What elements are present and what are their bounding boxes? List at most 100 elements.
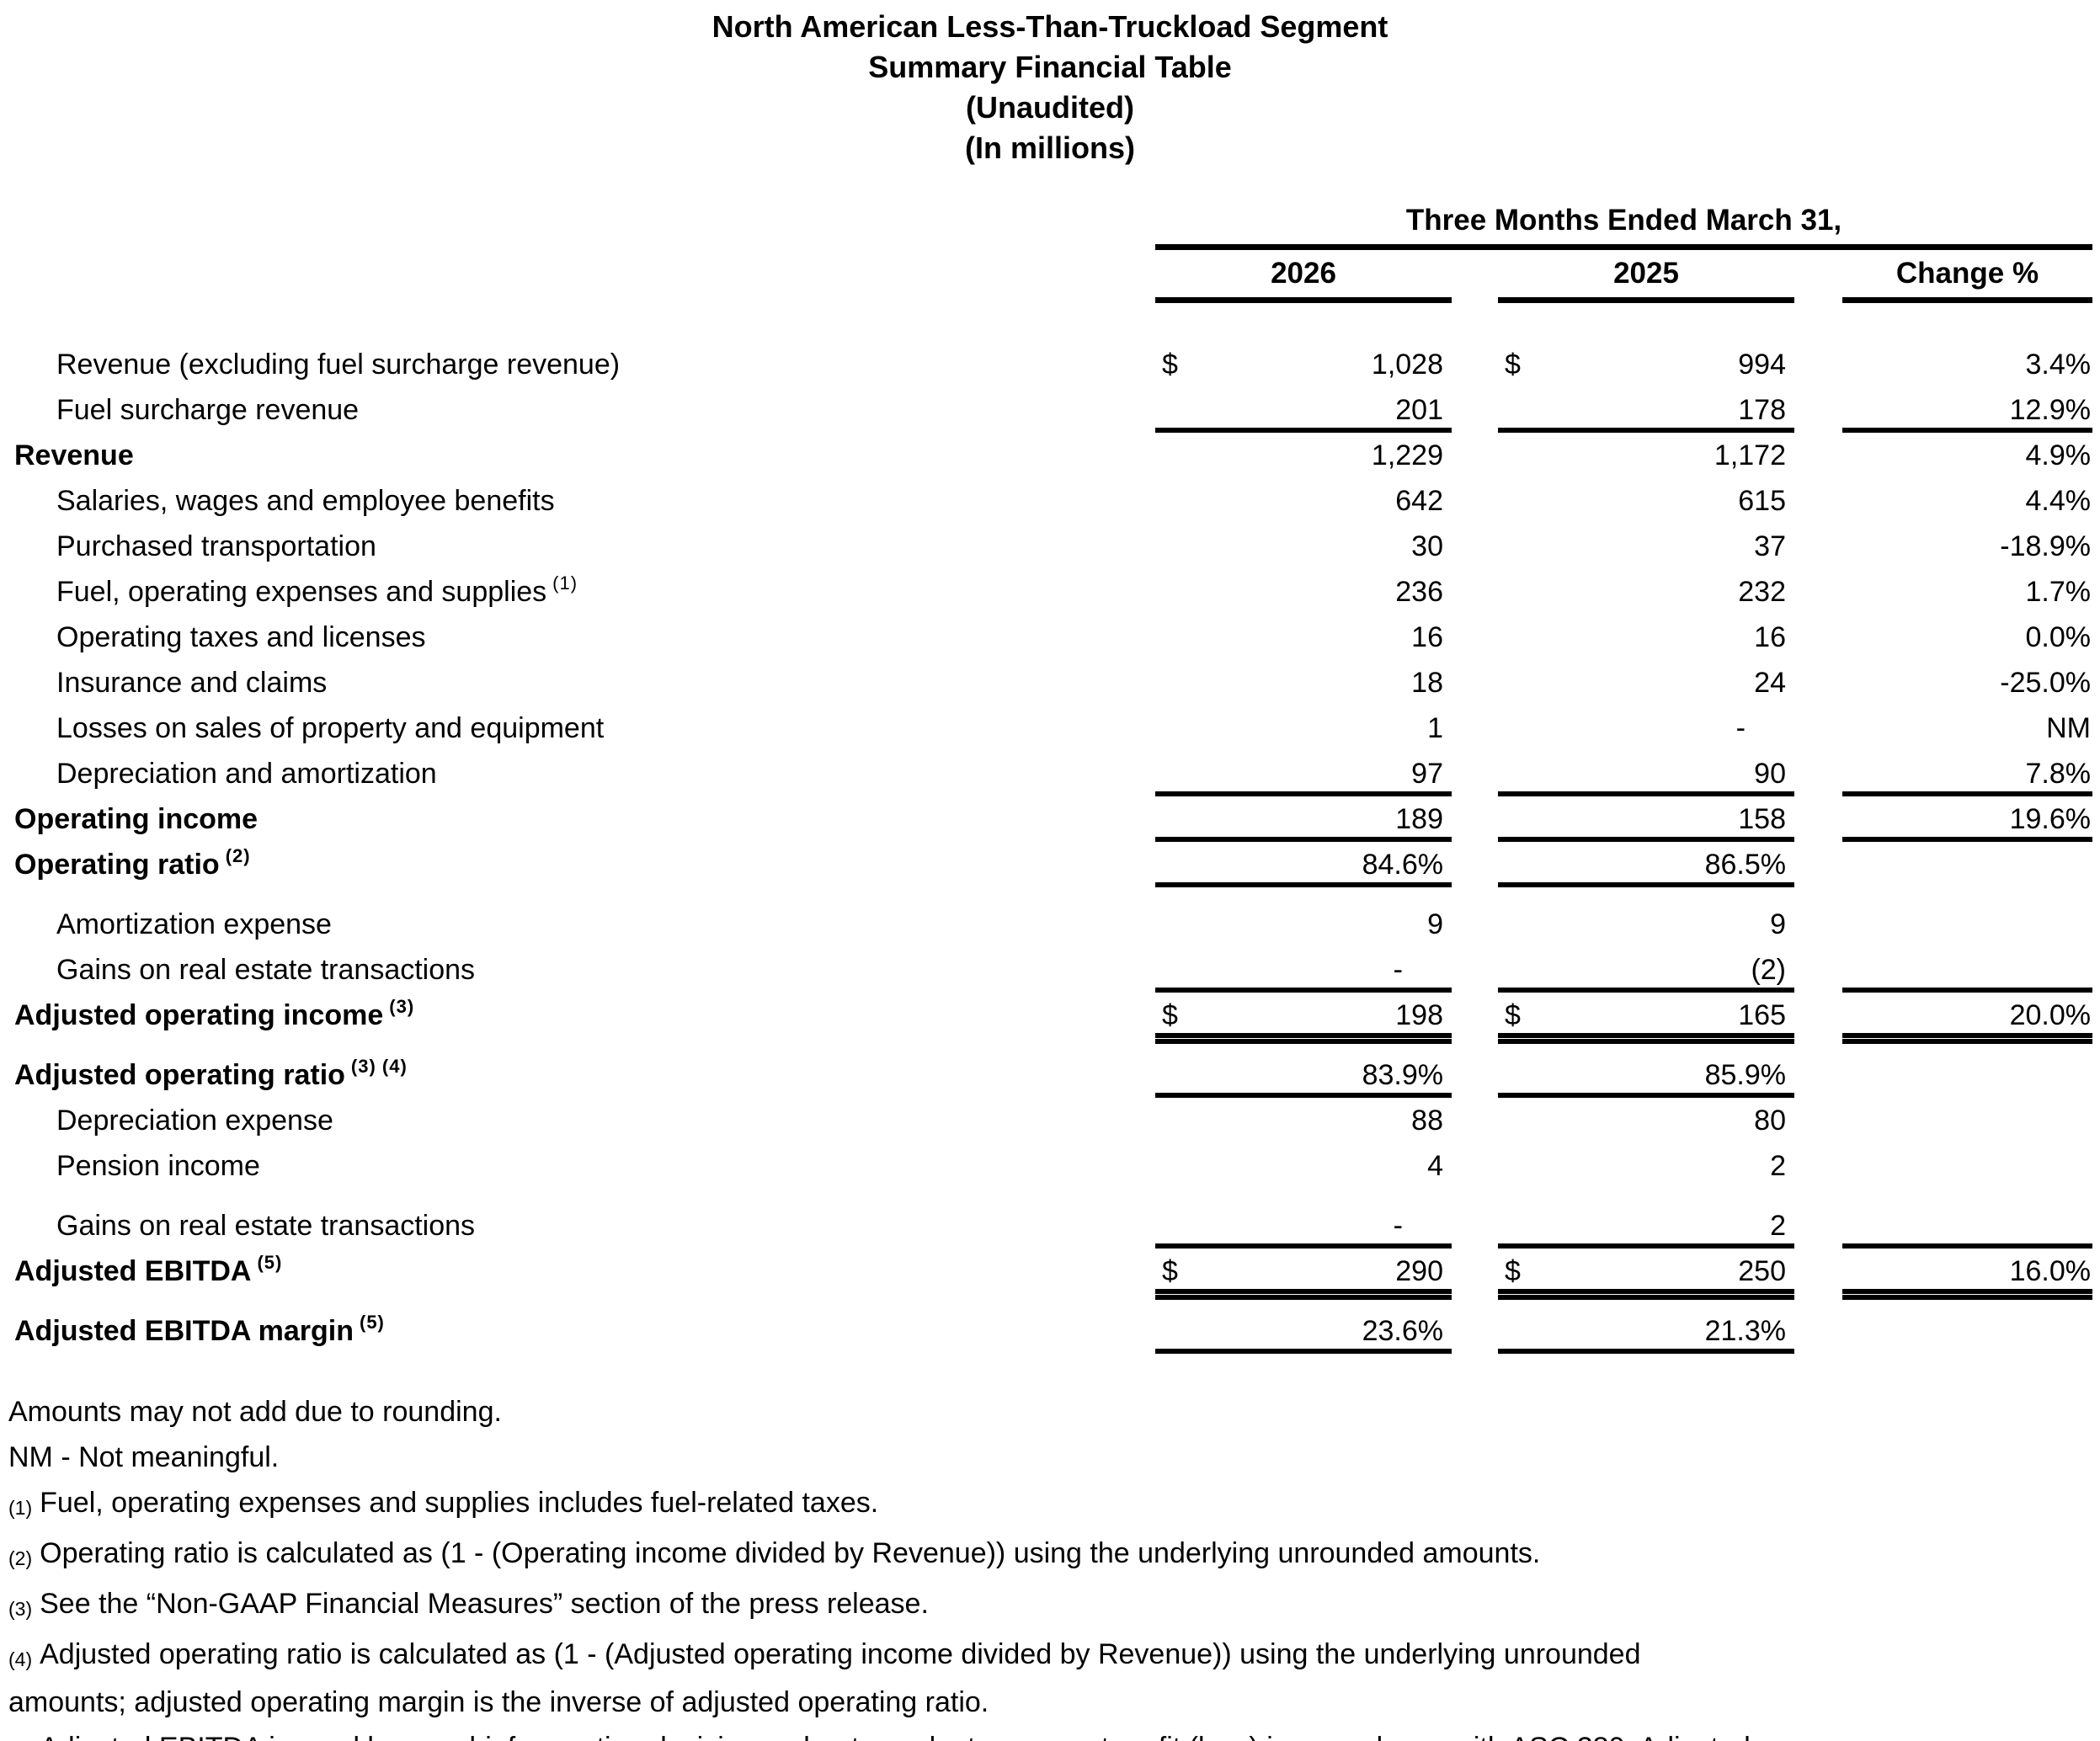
value-2025-cell: 2 — [1498, 1203, 1794, 1249]
value-2026: 1 — [1427, 712, 1443, 744]
value-2026: 88 — [1411, 1105, 1443, 1137]
row-label: Insurance and claims — [8, 660, 1155, 705]
footnote-text: See the “Non-GAAP Financial Measures” se… — [40, 1588, 929, 1620]
column-gap — [1452, 947, 1498, 993]
value-2026-cell: 4 — [1155, 1143, 1452, 1189]
column-gap — [1794, 842, 1842, 887]
column-gap — [1794, 796, 1842, 842]
dollar-sign: $ — [1162, 349, 1178, 381]
change-cell — [1842, 1052, 2092, 1098]
row-label-text: Revenue — [14, 439, 134, 471]
footnote-text: Fuel, operating expenses and supplies in… — [40, 1487, 879, 1519]
value-2026: 30 — [1411, 530, 1443, 562]
table-row: Adjusted operating income (3) $198 $165 20.0… — [8, 993, 2100, 1044]
row-label-text: Adjusted EBITDA — [14, 1255, 252, 1287]
row-label-text: Losses on sales of property and equipmen… — [56, 712, 605, 744]
row-label: Gains on real estate transactions — [8, 947, 1155, 993]
change-value: 7.8% — [2025, 758, 2092, 790]
footnote-text: Adjusted EBITDA is used by our chief ope… — [8, 1732, 1751, 1741]
row-label-text: Fuel, operating expenses and supplies — [56, 576, 547, 608]
row-label: Pension income — [8, 1143, 1155, 1189]
value-2026-cell: 18 — [1155, 660, 1452, 705]
value-2026: - — [1393, 954, 1403, 986]
row-label-text: Operating ratio — [14, 849, 220, 881]
value-2025-cell: - — [1498, 705, 1794, 751]
value-2025-cell: 2 — [1498, 1143, 1794, 1189]
row-label-text: Adjusted operating income — [14, 999, 384, 1031]
table-row: Operating taxes and licenses 16 16 0.0% — [8, 615, 2100, 660]
row-label-text: Gains on real estate transactions — [56, 1210, 476, 1242]
value-2026-cell: 84.6% — [1155, 842, 1452, 887]
value-2026: 23.6% — [1362, 1315, 1443, 1347]
column-gap — [1452, 993, 1498, 1038]
footnote-reference: (3) (4) — [350, 1056, 408, 1077]
row-label: Fuel surcharge revenue — [8, 387, 1155, 433]
column-gap — [1794, 524, 1842, 569]
change-value: 19.6% — [2009, 803, 2091, 835]
footnote: (2) Operating ratio is calculated as (1 -… — [8, 1532, 1751, 1580]
change-cell: 7.8% — [1842, 751, 2092, 796]
change-cell: NM — [1842, 705, 2092, 751]
change-cell — [1842, 1203, 2092, 1249]
table-row: Gains on real estate transactions - 2 — [8, 1203, 2100, 1249]
footnote: (1) Fuel, operating expenses and supplies… — [8, 1482, 1751, 1530]
value-2026: 83.9% — [1362, 1059, 1443, 1091]
change-cell: 0.0% — [1842, 615, 2092, 660]
value-2026-cell: 83.9% — [1155, 1052, 1452, 1098]
period-header: Three Months Ended March 31, — [1155, 204, 2092, 250]
column-gap — [1452, 1143, 1498, 1189]
change-value: 4.9% — [2025, 439, 2092, 471]
table-body: Revenue (excluding fuel surcharge revenu… — [8, 342, 2100, 1354]
value-2025: 2 — [1770, 1210, 1786, 1242]
row-label: Salaries, wages and employee benefits — [8, 478, 1155, 524]
column-gap — [1794, 478, 1842, 524]
row-label: Adjusted operating income (3) — [8, 993, 1155, 1038]
change-cell: 12.9% — [1842, 387, 2092, 433]
footnote-text: Amounts may not add due to rounding. — [8, 1396, 502, 1428]
value-2026: 198 — [1395, 999, 1443, 1031]
footnote-reference: (2) — [225, 845, 251, 866]
column-gap — [1452, 478, 1498, 524]
column-gap — [1452, 1249, 1498, 1294]
period-header-row: Three Months Ended March 31, — [8, 204, 2100, 250]
change-cell: 3.4% — [1842, 342, 2092, 387]
value-2026-cell: 236 — [1155, 569, 1452, 615]
footnote-text: Adjusted operating ratio is calculated a… — [8, 1638, 1641, 1718]
value-2025: 86.5% — [1704, 849, 1786, 881]
footnote: (3) See the “Non-GAAP Financial Measures”… — [8, 1583, 1751, 1631]
table-row: Fuel surcharge revenue 201 178 12.9% — [8, 387, 2100, 433]
column-gap — [1452, 1308, 1498, 1354]
value-2026-cell: 1,229 — [1155, 433, 1452, 478]
footnote: NM - Not meaningful. — [8, 1436, 1751, 1479]
footnote-reference: (1) — [552, 572, 578, 594]
footnote-marker: (1) — [8, 1497, 33, 1519]
row-label: Purchased transportation — [8, 524, 1155, 569]
value-2025-cell: 232 — [1498, 569, 1794, 615]
column-gap — [1452, 1052, 1498, 1098]
value-2025-cell: 178 — [1498, 387, 1794, 433]
row-label: Depreciation and amortization — [8, 751, 1155, 796]
change-cell: 1.7% — [1842, 569, 2092, 615]
value-2025-cell: $165 — [1498, 993, 1794, 1044]
value-2025-cell: (2) — [1498, 947, 1794, 993]
table-header: Three Months Ended March 31, 2026 2025 C… — [8, 204, 2100, 303]
value-2025: 24 — [1754, 667, 1786, 699]
row-label: Revenue (excluding fuel surcharge revenu… — [8, 342, 1155, 387]
column-gap — [1794, 252, 1842, 303]
column-gap — [1794, 993, 1842, 1038]
column-gap — [1794, 705, 1842, 751]
row-label-text: Gains on real estate transactions — [56, 954, 476, 986]
footnote: (5)Adjusted EBITDA is used by our chief … — [8, 1727, 1751, 1741]
column-gap — [1452, 705, 1498, 751]
title-table-name: Summary Financial Table — [868, 50, 1232, 84]
change-cell — [1842, 947, 2092, 993]
table-row: Revenue 1,229 1,172 4.9% — [8, 433, 2100, 478]
table-row: Purchased transportation 30 37 -18.9% — [8, 524, 2100, 569]
footnote-marker: (4) — [8, 1648, 33, 1670]
column-gap — [1452, 1203, 1498, 1249]
value-2025: 250 — [1738, 1255, 1786, 1287]
column-gap — [1452, 796, 1498, 842]
value-2026: 9 — [1427, 908, 1443, 940]
value-2026: - — [1393, 1210, 1403, 1242]
document-title-block: North American Less-Than-Truckload Segme… — [8, 7, 2092, 168]
